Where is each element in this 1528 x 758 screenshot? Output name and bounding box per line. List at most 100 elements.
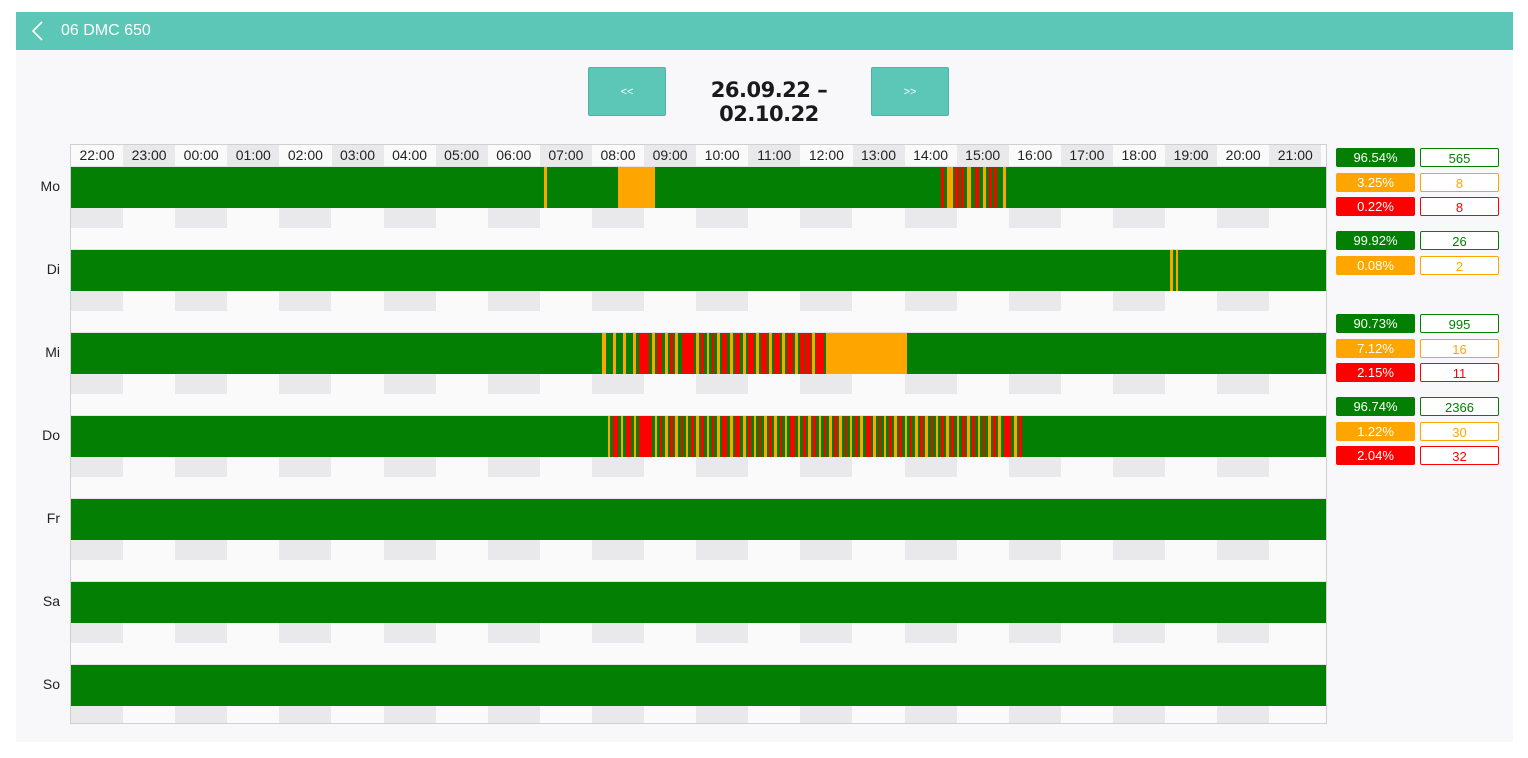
event-segment-stop[interactable] xyxy=(638,416,652,457)
event-segment-stop[interactable] xyxy=(994,167,998,208)
event-segment-warn[interactable] xyxy=(873,416,876,457)
event-segment-warn[interactable] xyxy=(612,333,616,374)
event-segment-warn[interactable] xyxy=(743,416,746,457)
event-segment-warn[interactable] xyxy=(675,333,678,374)
event-segment-warn[interactable] xyxy=(977,416,981,457)
event-segment-stop[interactable] xyxy=(993,416,996,457)
event-segment-warn[interactable] xyxy=(967,416,970,457)
event-segment-stop[interactable] xyxy=(855,416,858,457)
event-segment-warn[interactable] xyxy=(602,333,606,374)
event-segment-warn[interactable] xyxy=(706,333,710,374)
event-segment-warn[interactable] xyxy=(987,416,991,457)
event-segment-stop[interactable] xyxy=(670,416,673,457)
event-segment-warn[interactable] xyxy=(654,416,658,457)
event-segment-warn[interactable] xyxy=(774,416,777,457)
status-bar[interactable] xyxy=(71,499,1326,540)
event-segment-warn[interactable] xyxy=(633,416,637,457)
event-segment-warn[interactable] xyxy=(607,416,611,457)
event-segment-stop[interactable] xyxy=(758,416,762,457)
event-segment-stop[interactable] xyxy=(625,416,632,457)
event-segment-stop[interactable] xyxy=(823,416,827,457)
event-segment-warn[interactable] xyxy=(620,416,624,457)
event-segment-warn[interactable] xyxy=(717,333,720,374)
event-segment-stop[interactable] xyxy=(816,333,824,374)
event-segment-stop[interactable] xyxy=(779,416,783,457)
event-segment-stop[interactable] xyxy=(909,416,913,457)
event-segment-warn[interactable] xyxy=(956,416,960,457)
event-segment-stop[interactable] xyxy=(878,416,882,457)
event-segment-warn[interactable] xyxy=(1170,250,1173,291)
event-segment-stop[interactable] xyxy=(982,416,986,457)
event-segment-warn[interactable] xyxy=(706,416,710,457)
event-segment-stop[interactable] xyxy=(787,333,793,374)
event-segment-warn[interactable] xyxy=(808,416,811,457)
event-segment-stop[interactable] xyxy=(638,333,650,374)
event-segment-warn[interactable] xyxy=(839,416,843,457)
event-segment-stop[interactable] xyxy=(769,416,772,457)
event-segment-stop[interactable] xyxy=(670,333,673,374)
event-segment-stop[interactable] xyxy=(774,333,780,374)
event-segment-stop[interactable] xyxy=(680,416,684,457)
event-segment-stop[interactable] xyxy=(941,416,944,457)
event-segment-warn[interactable] xyxy=(730,416,733,457)
event-segment-stop[interactable] xyxy=(722,333,728,374)
event-segment-warn[interactable] xyxy=(904,416,908,457)
event-segment-warn[interactable] xyxy=(675,416,678,457)
status-bar[interactable] xyxy=(71,333,1326,374)
event-segment-stop[interactable] xyxy=(761,333,767,374)
status-bar[interactable] xyxy=(71,250,1326,291)
event-segment-stop[interactable] xyxy=(844,416,848,457)
event-segment-warn[interactable] xyxy=(769,333,772,374)
event-segment-stop[interactable] xyxy=(813,416,817,457)
event-segment-warn[interactable] xyxy=(1002,167,1006,208)
event-segment-warn[interactable] xyxy=(664,416,668,457)
event-segment-warn[interactable] xyxy=(849,416,853,457)
event-segment-stop[interactable] xyxy=(930,416,934,457)
event-segment-stop[interactable] xyxy=(989,167,993,208)
event-segment-stop[interactable] xyxy=(722,416,728,457)
event-segment-warn[interactable] xyxy=(763,416,767,457)
event-segment-warn[interactable] xyxy=(784,416,788,457)
event-segment-warn[interactable] xyxy=(915,416,918,457)
event-segment-warn[interactable] xyxy=(782,333,785,374)
event-segment-warn[interactable] xyxy=(651,333,655,374)
status-bar[interactable] xyxy=(71,416,1326,457)
event-segment-stop[interactable] xyxy=(960,167,964,208)
event-segment-warn[interactable] xyxy=(998,416,1001,457)
event-segment-warn[interactable] xyxy=(618,167,655,208)
previous-week-button[interactable]: << xyxy=(588,67,666,116)
event-segment-stop[interactable] xyxy=(735,333,741,374)
event-segment-warn[interactable] xyxy=(696,416,699,457)
event-segment-stop[interactable] xyxy=(899,416,902,457)
event-segment-warn[interactable] xyxy=(811,333,815,374)
event-segment-stop[interactable] xyxy=(803,416,806,457)
status-bar[interactable] xyxy=(71,665,1326,706)
event-segment-stop[interactable] xyxy=(711,333,715,374)
event-segment-warn[interactable] xyxy=(753,416,757,457)
event-segment-warn[interactable] xyxy=(623,333,627,374)
event-segment-warn[interactable] xyxy=(826,333,908,374)
event-segment-stop[interactable] xyxy=(888,416,892,457)
event-segment-warn[interactable] xyxy=(967,167,972,208)
event-segment-stop[interactable] xyxy=(748,333,754,374)
event-segment-stop[interactable] xyxy=(659,416,663,457)
event-segment-warn[interactable] xyxy=(1014,416,1017,457)
event-segment-stop[interactable] xyxy=(961,416,965,457)
event-segment-warn[interactable] xyxy=(717,416,720,457)
event-segment-stop[interactable] xyxy=(954,167,959,208)
event-segment-stop[interactable] xyxy=(735,416,741,457)
chevron-left-icon[interactable] xyxy=(26,19,50,43)
event-segment-stop[interactable] xyxy=(941,167,945,208)
event-segment-stop[interactable] xyxy=(690,416,694,457)
event-segment-stop[interactable] xyxy=(1019,416,1022,457)
event-segment-warn[interactable] xyxy=(860,416,863,457)
event-segment-warn[interactable] xyxy=(894,416,897,457)
event-segment-stop[interactable] xyxy=(789,416,796,457)
event-segment-warn[interactable] xyxy=(664,333,668,374)
event-segment-stop[interactable] xyxy=(865,416,871,457)
event-segment-stop[interactable] xyxy=(701,416,704,457)
event-segment-warn[interactable] xyxy=(797,416,801,457)
event-segment-warn[interactable] xyxy=(925,416,929,457)
event-segment-stop[interactable] xyxy=(920,416,923,457)
event-segment-stop[interactable] xyxy=(711,416,715,457)
